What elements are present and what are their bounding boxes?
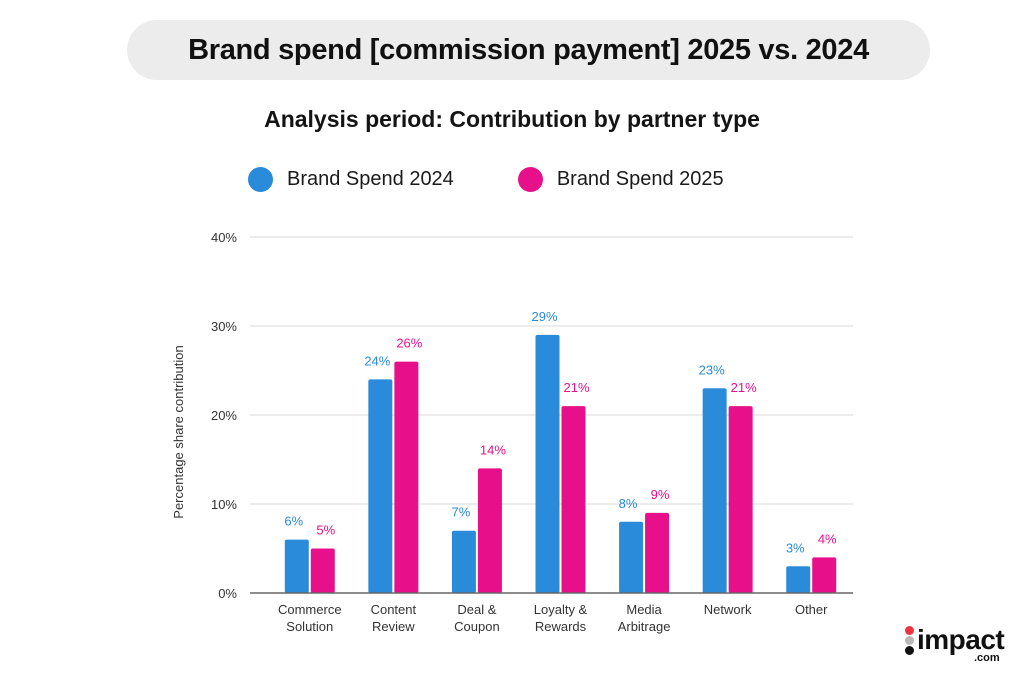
legend: Brand Spend 2024 Brand Spend 2025 [248,165,788,193]
bar-2024 [702,388,727,593]
bar-2025 [394,361,419,593]
x-category-label: Content Review [371,602,417,634]
y-tick-label: 0% [218,586,237,601]
x-category-label-line: Coupon [454,619,500,634]
logo-domain: .com [974,652,1000,664]
bar-2024 [619,521,644,593]
data-label-2024: 6% [284,514,303,529]
logo-dot-black [905,646,914,655]
bar-2025 [728,406,753,593]
x-category-label-line: Review [372,619,415,634]
bar-2025 [561,406,586,593]
y-tick-label: 30% [211,319,237,334]
legend-label-2025: Brand Spend 2025 [556,167,724,190]
data-label-2025: 21% [563,380,589,395]
x-category-label-line: Other [795,602,828,617]
title-pill: Brand spend [commission payment] 2025 vs… [127,20,930,80]
impact-logo: impact .com [901,622,1011,668]
data-label-2025: 5% [316,523,335,538]
logo-dot-grey [905,636,914,645]
data-label-2025: 9% [651,487,670,502]
bar-2024 [451,530,476,593]
x-category-label-line: Content [371,602,417,617]
logo-dot-red [905,626,914,635]
bar-2024 [786,566,811,593]
y-tick-label: 10% [211,497,237,512]
bar-2024 [284,539,309,593]
bar-2024 [535,334,560,593]
legend-label-2024: Brand Spend 2024 [287,167,454,190]
x-category-label-line: Deal & [457,602,496,617]
data-label-2024: 24% [364,353,390,368]
legend-item-2025: Brand Spend 2025 [517,166,724,192]
y-tick-label: 20% [211,408,237,423]
data-label-2025: 21% [731,380,757,395]
data-label-2025: 26% [396,336,422,351]
bar-2025 [477,468,502,593]
x-category-label: Media Arbitrage [618,602,671,634]
bar-2025 [645,512,670,593]
bar-2024 [368,379,393,593]
x-category-label-line: Solution [286,619,333,634]
legend-item-2024: Brand Spend 2024 [248,166,454,192]
chart-subtitle: Analysis period: Contribution by partner… [264,106,760,132]
legend-dot-2024-icon [248,166,273,192]
x-category-label: Other [795,602,828,617]
x-category-label-line: Media [626,602,662,617]
bars: 6% 5% 24% 26% 7% 14% 29% 21% 8% 9% 23% 21% 3% 4% [284,309,837,593]
data-label-2024: 3% [786,540,805,555]
x-category-label-line: Arbitrage [618,619,671,634]
y-axis-title: Percentage share contribution [171,345,186,518]
x-category-label-line: Network [704,602,752,617]
x-category-label-line: Loyalty & [534,602,588,617]
axes: 0% 10% 20% 30% 40% Commerce Solution Content Rev… [211,230,853,634]
data-label-2024: 23% [699,362,725,377]
x-category-label-line: Commerce [278,602,342,617]
logo-dots-icon [905,626,915,656]
x-category-label: Deal & Coupon [454,602,500,634]
logo-wordmark: impact [917,624,1005,655]
data-label-2024: 8% [619,496,638,511]
data-label-2024: 7% [452,505,471,520]
x-category-label: Commerce Solution [278,602,342,634]
data-label-2024: 29% [531,309,557,324]
bar-2025 [812,557,837,593]
y-tick-label: 40% [211,230,237,245]
x-category-label-line: Rewards [535,619,587,634]
legend-dot-2025-icon [517,166,543,192]
bar-2025 [310,548,335,593]
data-label-2025: 14% [480,442,506,457]
x-category-label: Network [704,602,752,617]
x-category-label: Loyalty & Rewards [534,602,588,634]
chart-main-title: Brand spend [commission payment] 2025 vs… [188,33,869,66]
data-label-2025: 4% [818,531,837,546]
